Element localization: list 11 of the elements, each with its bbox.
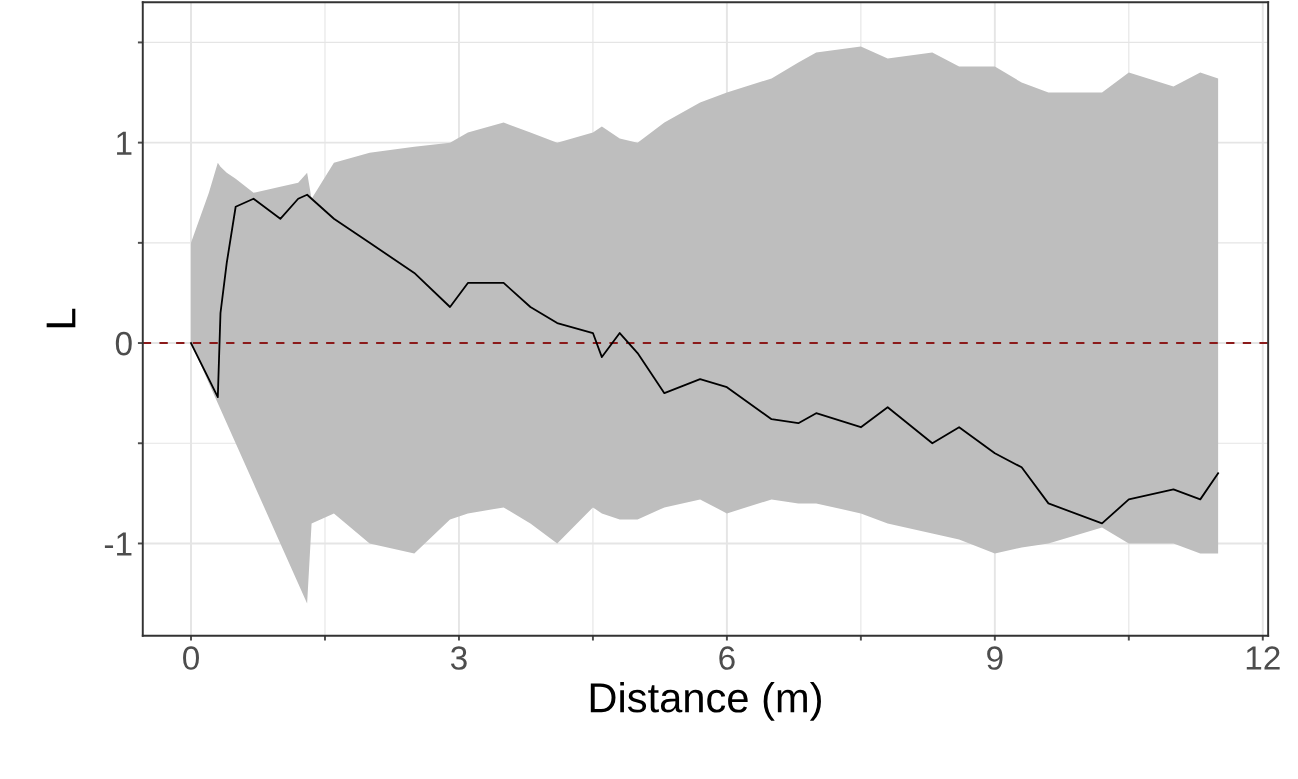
- line-series: [190, 193, 1220, 525]
- x-tick-label: 9: [987, 646, 1003, 670]
- x-tick-label: 12: [1246, 646, 1280, 670]
- y-tick-label: 0: [115, 331, 132, 356]
- x-tick-label: 6: [719, 646, 735, 670]
- y-tick-label: 1: [117, 131, 132, 155]
- x-axis-title: Distance (m): [590, 682, 821, 721]
- y-axis-title: L: [46, 308, 76, 328]
- x-tick-label: 0: [183, 646, 199, 670]
- x-tick-label: 3: [450, 646, 467, 670]
- y-tick-label: -1: [104, 532, 132, 556]
